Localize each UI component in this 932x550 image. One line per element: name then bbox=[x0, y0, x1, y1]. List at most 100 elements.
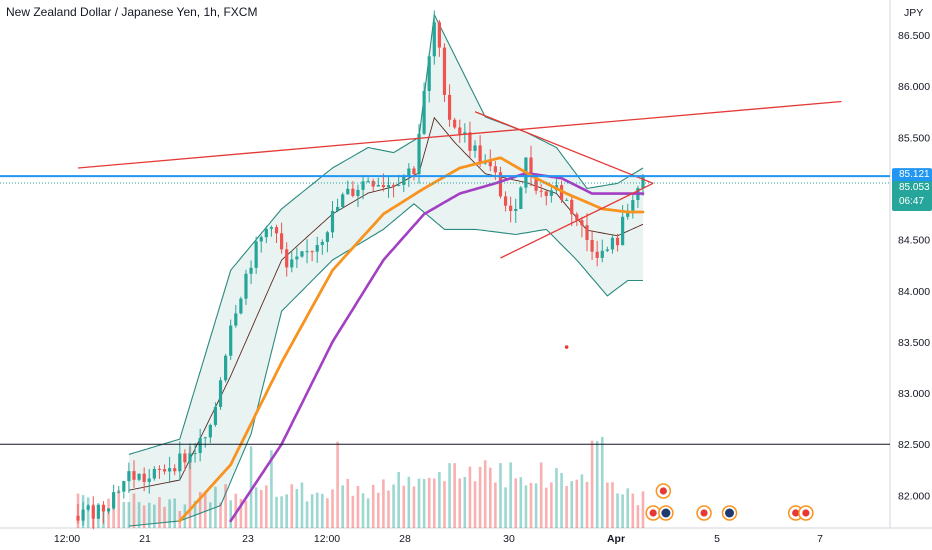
volume-bar bbox=[585, 481, 589, 528]
volume-bar bbox=[590, 440, 594, 528]
volume-bar bbox=[397, 471, 400, 528]
candle-body bbox=[427, 56, 431, 91]
y-tick-label: 85.500 bbox=[898, 132, 930, 144]
volume-bar bbox=[153, 504, 156, 528]
candle-body bbox=[631, 200, 635, 211]
volume-bar bbox=[234, 493, 238, 528]
candle-body bbox=[539, 190, 543, 192]
candle-body bbox=[473, 145, 477, 151]
flag-icon-core bbox=[649, 509, 657, 517]
volume-bar bbox=[433, 478, 436, 528]
volume-bar bbox=[168, 499, 171, 528]
candle-body bbox=[259, 237, 263, 242]
volume-bar bbox=[361, 493, 365, 528]
volume-bar bbox=[254, 487, 258, 528]
x-tick-label: 30 bbox=[503, 533, 515, 545]
candle-body bbox=[183, 453, 187, 463]
bollinger-upper-line bbox=[128, 12, 644, 455]
candle-body bbox=[529, 157, 533, 177]
volume-bar bbox=[321, 493, 324, 528]
volume-bar bbox=[336, 441, 339, 528]
fast-moving-average-line bbox=[178, 156, 645, 523]
candle-body bbox=[193, 453, 197, 455]
volume-bar bbox=[224, 484, 227, 528]
candle-body bbox=[381, 184, 385, 188]
candle-body bbox=[122, 481, 126, 492]
volume-bar bbox=[275, 496, 278, 528]
candle-body bbox=[498, 172, 503, 197]
candle-body bbox=[91, 505, 95, 519]
candle-body bbox=[402, 175, 406, 185]
candle-body bbox=[641, 175, 645, 189]
volume-bar bbox=[606, 482, 609, 528]
candle-body bbox=[330, 210, 335, 233]
volume-bar bbox=[249, 446, 253, 528]
volume-bar bbox=[422, 479, 426, 528]
volume-bar bbox=[621, 494, 624, 528]
volume-bar bbox=[270, 450, 273, 528]
volume-bar bbox=[137, 502, 141, 528]
y-tick-label: 84.500 bbox=[898, 235, 930, 247]
volume-bar bbox=[407, 476, 411, 528]
trendline-3 bbox=[500, 182, 654, 259]
volume-bar bbox=[392, 484, 395, 528]
volume-bar bbox=[280, 496, 283, 528]
candle-body bbox=[514, 208, 518, 211]
volume-bar bbox=[478, 466, 482, 528]
candle-body bbox=[152, 468, 156, 479]
candle-body bbox=[341, 194, 345, 207]
candle-body bbox=[544, 191, 548, 196]
globe-icon-core bbox=[725, 508, 735, 518]
candle-body bbox=[503, 196, 508, 206]
volume-bar bbox=[346, 478, 350, 528]
candle-body bbox=[162, 469, 167, 472]
volume-bar bbox=[519, 477, 523, 528]
volume-bar bbox=[626, 488, 630, 528]
candle-body bbox=[198, 438, 202, 454]
candle-body bbox=[224, 355, 228, 381]
candle-body bbox=[356, 189, 360, 196]
x-tick-label: 5 bbox=[714, 533, 720, 545]
candle-body bbox=[310, 251, 314, 253]
candle-body bbox=[203, 437, 207, 439]
last-price-tag-bg bbox=[892, 181, 932, 212]
candle-body bbox=[295, 256, 299, 260]
candle-body bbox=[615, 237, 620, 246]
candle-body bbox=[534, 176, 538, 191]
volume-bar bbox=[203, 491, 207, 528]
flag-icon-core bbox=[700, 509, 708, 517]
x-tick-label: 12:00 bbox=[314, 533, 340, 545]
y-tick-label: 82.000 bbox=[898, 490, 930, 502]
volume-bar bbox=[371, 484, 375, 528]
candle-body bbox=[621, 216, 625, 246]
candle-body bbox=[320, 241, 324, 245]
candle-body bbox=[335, 206, 340, 211]
volume-bar bbox=[611, 482, 614, 528]
volume-bar bbox=[595, 441, 599, 528]
candle-body bbox=[595, 251, 599, 258]
candle-body bbox=[106, 508, 111, 512]
candle-body bbox=[437, 22, 441, 48]
candle-body bbox=[565, 199, 569, 201]
candle-body bbox=[142, 473, 146, 482]
candle-body bbox=[346, 188, 350, 195]
candle-body bbox=[458, 127, 462, 135]
volume-bar bbox=[117, 489, 121, 528]
volume-bar bbox=[524, 485, 528, 528]
volume-bar bbox=[504, 487, 507, 528]
volume-bar bbox=[356, 485, 360, 528]
volume-bar bbox=[305, 501, 309, 528]
volume-bar bbox=[468, 466, 472, 528]
x-tick-label: 21 bbox=[139, 533, 151, 545]
candle-body bbox=[432, 22, 436, 57]
volume-bar bbox=[565, 485, 568, 528]
candles bbox=[76, 10, 645, 530]
volume-bar bbox=[127, 502, 131, 528]
candle-body bbox=[127, 471, 131, 482]
candle-body bbox=[81, 509, 85, 521]
volume-bar bbox=[259, 489, 263, 528]
volume-bar bbox=[265, 485, 268, 528]
candle-body bbox=[101, 504, 106, 512]
